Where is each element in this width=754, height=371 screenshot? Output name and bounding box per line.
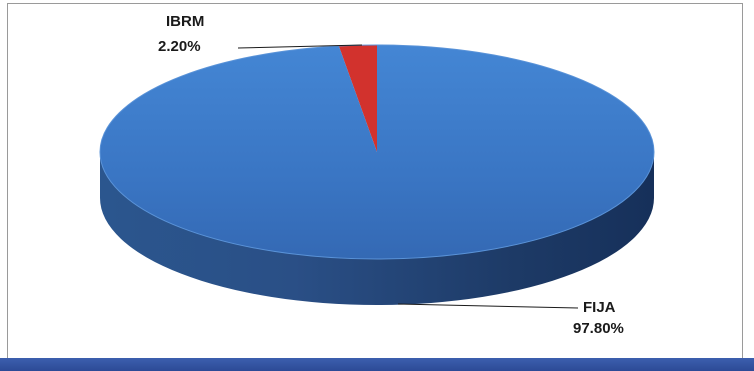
chart-frame: [7, 3, 743, 363]
leader-line-fija: [397, 303, 579, 309]
pie-side-wall-fija: [100, 152, 654, 305]
pie-top-face: [99, 44, 655, 260]
pie-rim: [99, 44, 655, 260]
pie-side-wall: [100, 152, 654, 305]
slice-label-fija: FIJA: [583, 299, 616, 316]
slice-value-fija: 97.80%: [573, 320, 624, 337]
bottom-bar: [0, 358, 754, 371]
pie-slice-fija: [99, 45, 654, 259]
slice-value-ibrm: 2.20%: [158, 38, 201, 55]
pie-slice-ibrm: [338, 45, 377, 152]
leader-lines: [237, 44, 579, 309]
slice-label-ibrm: IBRM: [166, 13, 204, 30]
leader-line-ibrm: [237, 44, 363, 49]
